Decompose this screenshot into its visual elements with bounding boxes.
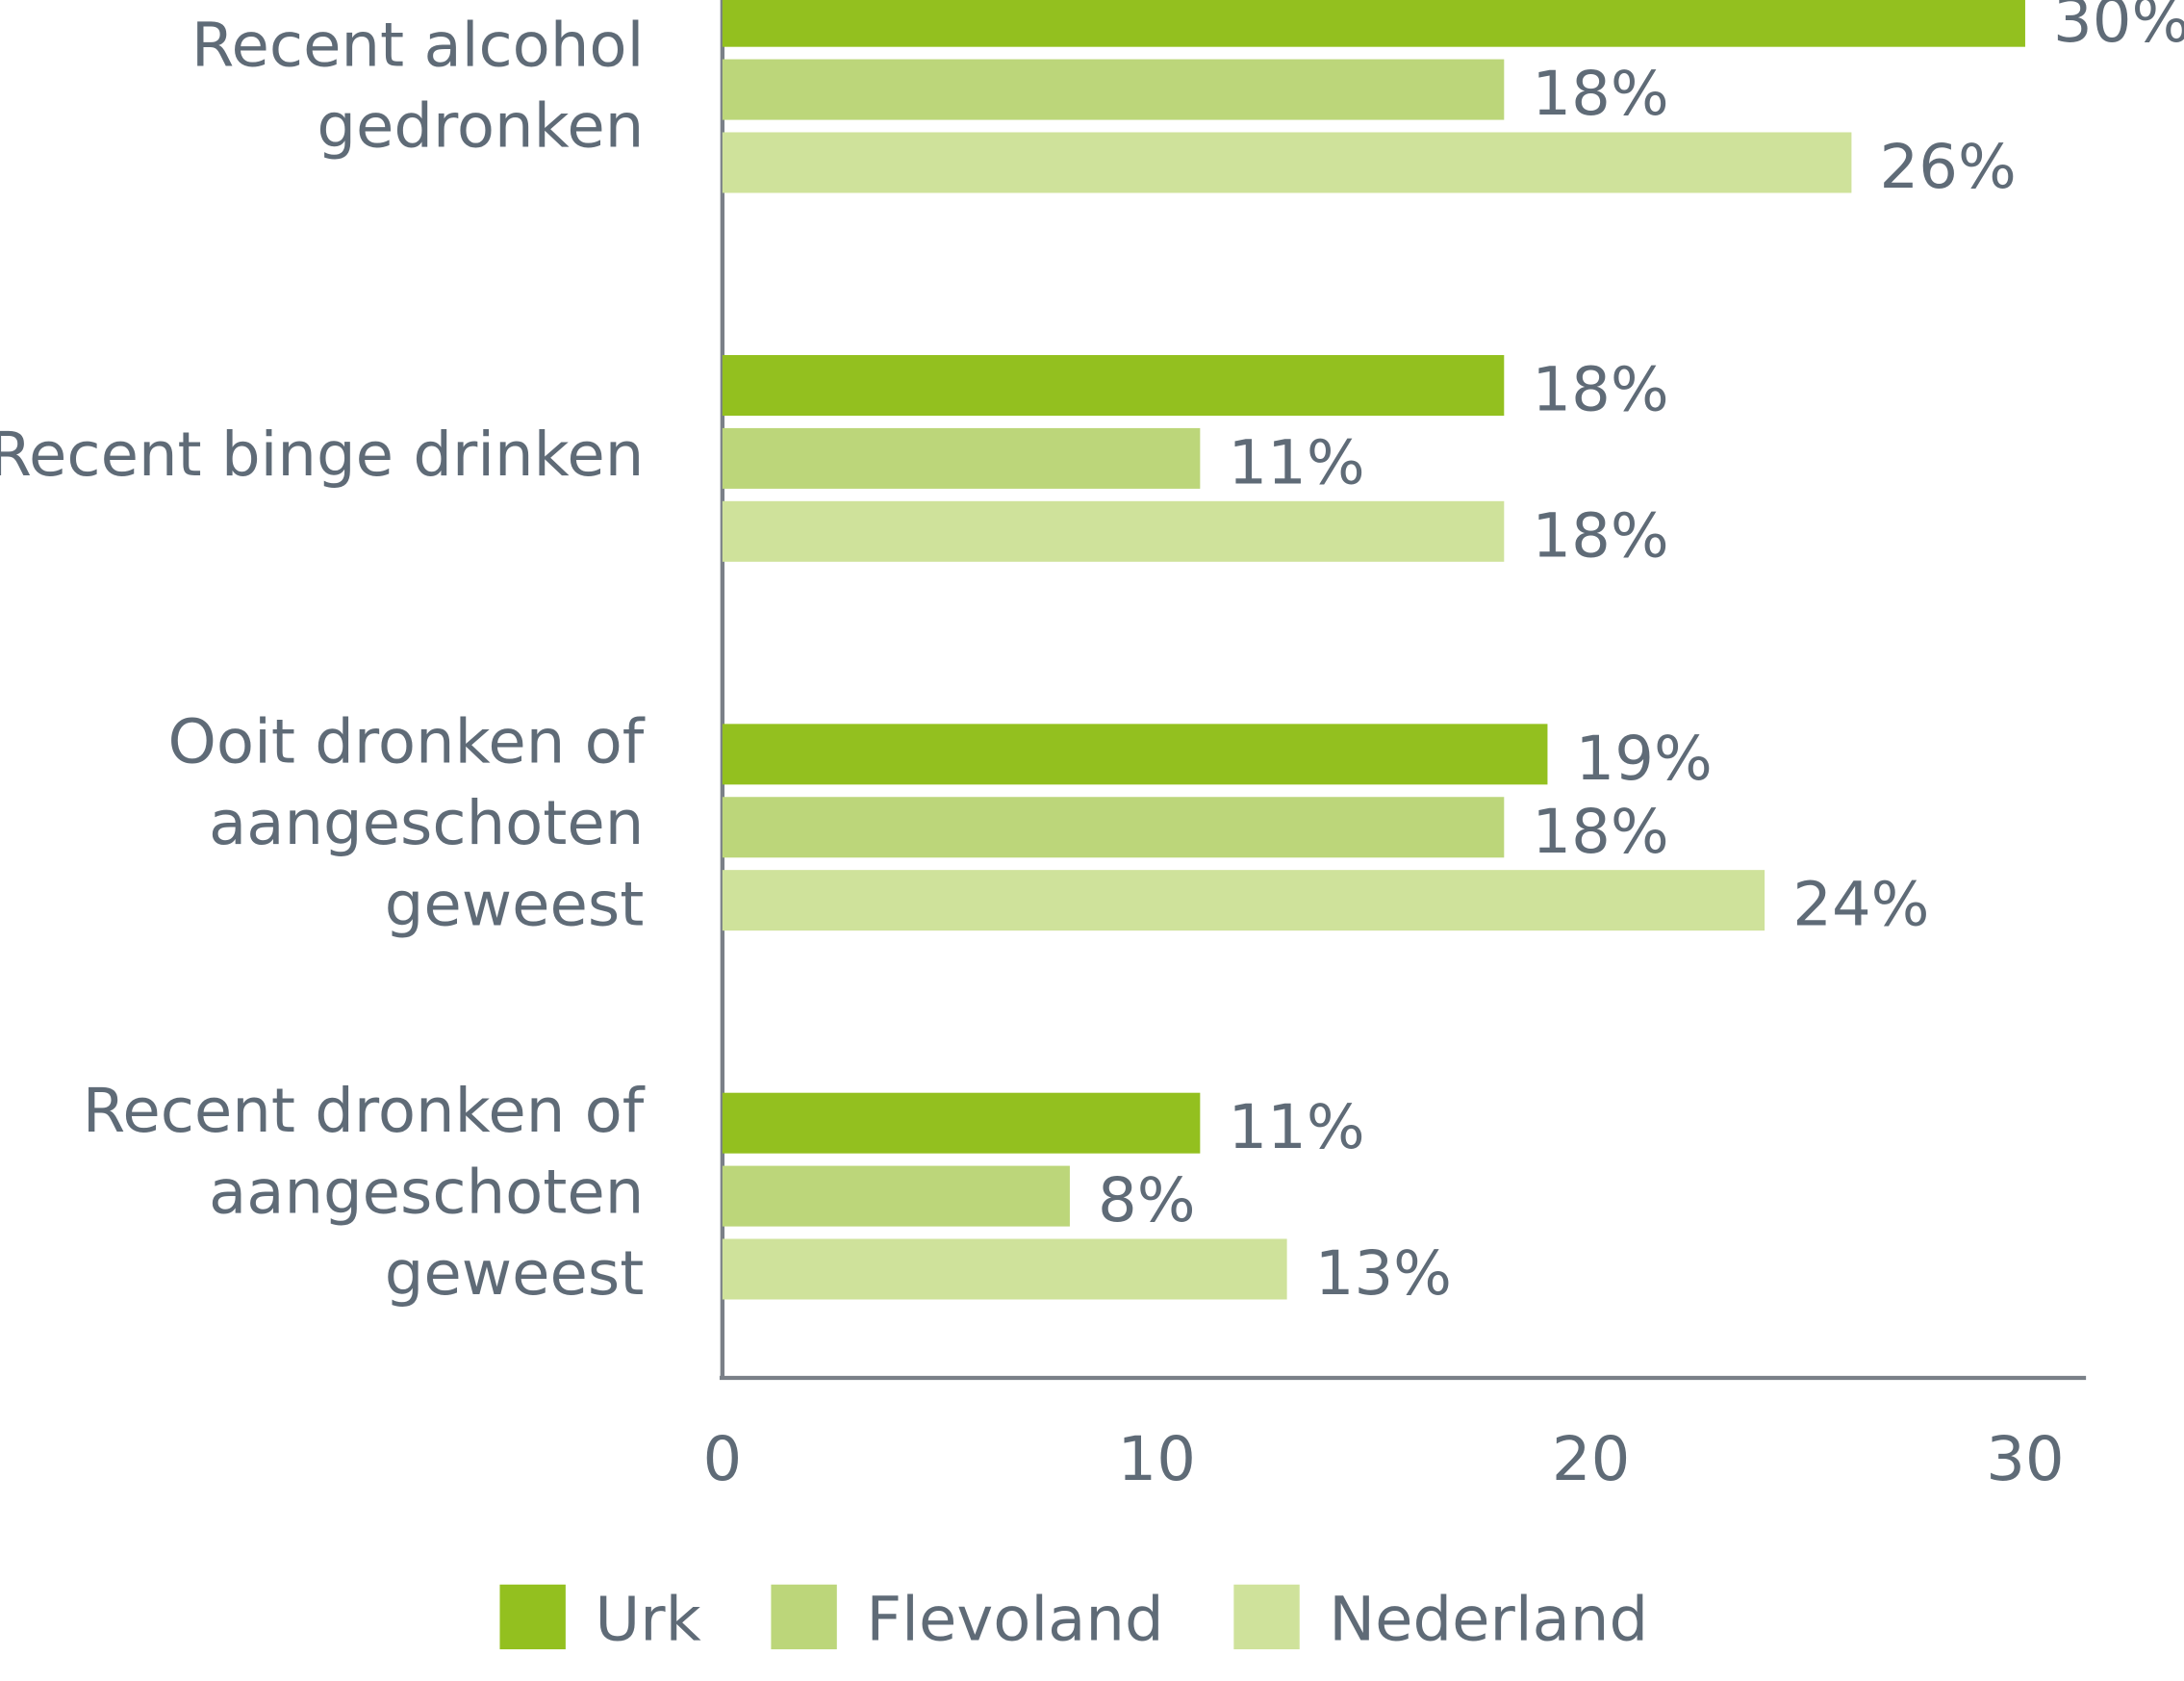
value-label: 30% [2053, 0, 2184, 56]
category-label: Recent alcohol [191, 10, 644, 80]
x-tick-label: 10 [1117, 1424, 1195, 1494]
legend-label: Nederland [1329, 1584, 1648, 1654]
value-label: 24% [1792, 869, 1929, 939]
category-label: gedronken [317, 90, 644, 161]
bar [722, 355, 1505, 417]
category-label: geweest [385, 869, 645, 939]
category-label: aangeschoten [209, 1157, 644, 1227]
value-label: 8% [1098, 1165, 1196, 1235]
value-label: 19% [1576, 723, 1713, 793]
category-label: Recent binge drinken [0, 419, 644, 489]
value-label: 18% [1532, 796, 1668, 866]
bar [722, 1238, 1287, 1300]
legend-swatch [1233, 1584, 1300, 1650]
category-label: aangeschoten [209, 788, 644, 858]
category-label: geweest [385, 1237, 645, 1308]
legend-swatch [499, 1584, 566, 1650]
bar [722, 797, 1505, 858]
value-label: 18% [1532, 500, 1668, 571]
category-label: Ooit dronken of [168, 706, 646, 777]
bar [722, 59, 1505, 120]
value-label: 26% [1880, 131, 2017, 201]
x-tick-label: 20 [1552, 1424, 1630, 1494]
bar [722, 1165, 1070, 1227]
bar [722, 132, 1852, 193]
value-label: 11% [1228, 427, 1364, 497]
legend-label: Urk [595, 1584, 700, 1654]
bar [722, 1092, 1201, 1154]
bar [722, 427, 1201, 489]
category-label: Recent dronken of [83, 1076, 646, 1146]
bar [722, 724, 1548, 785]
bar [722, 870, 1765, 931]
bar [722, 0, 2025, 47]
bar [722, 500, 1505, 562]
value-label: 11% [1228, 1092, 1364, 1162]
x-tick-label: 0 [702, 1424, 742, 1494]
value-label: 13% [1315, 1237, 1452, 1308]
x-tick-label: 30 [1986, 1424, 2064, 1494]
value-label: 18% [1532, 59, 1668, 129]
legend-label: Flevoland [866, 1584, 1163, 1654]
legend-swatch [771, 1584, 837, 1650]
value-label: 18% [1532, 354, 1668, 424]
